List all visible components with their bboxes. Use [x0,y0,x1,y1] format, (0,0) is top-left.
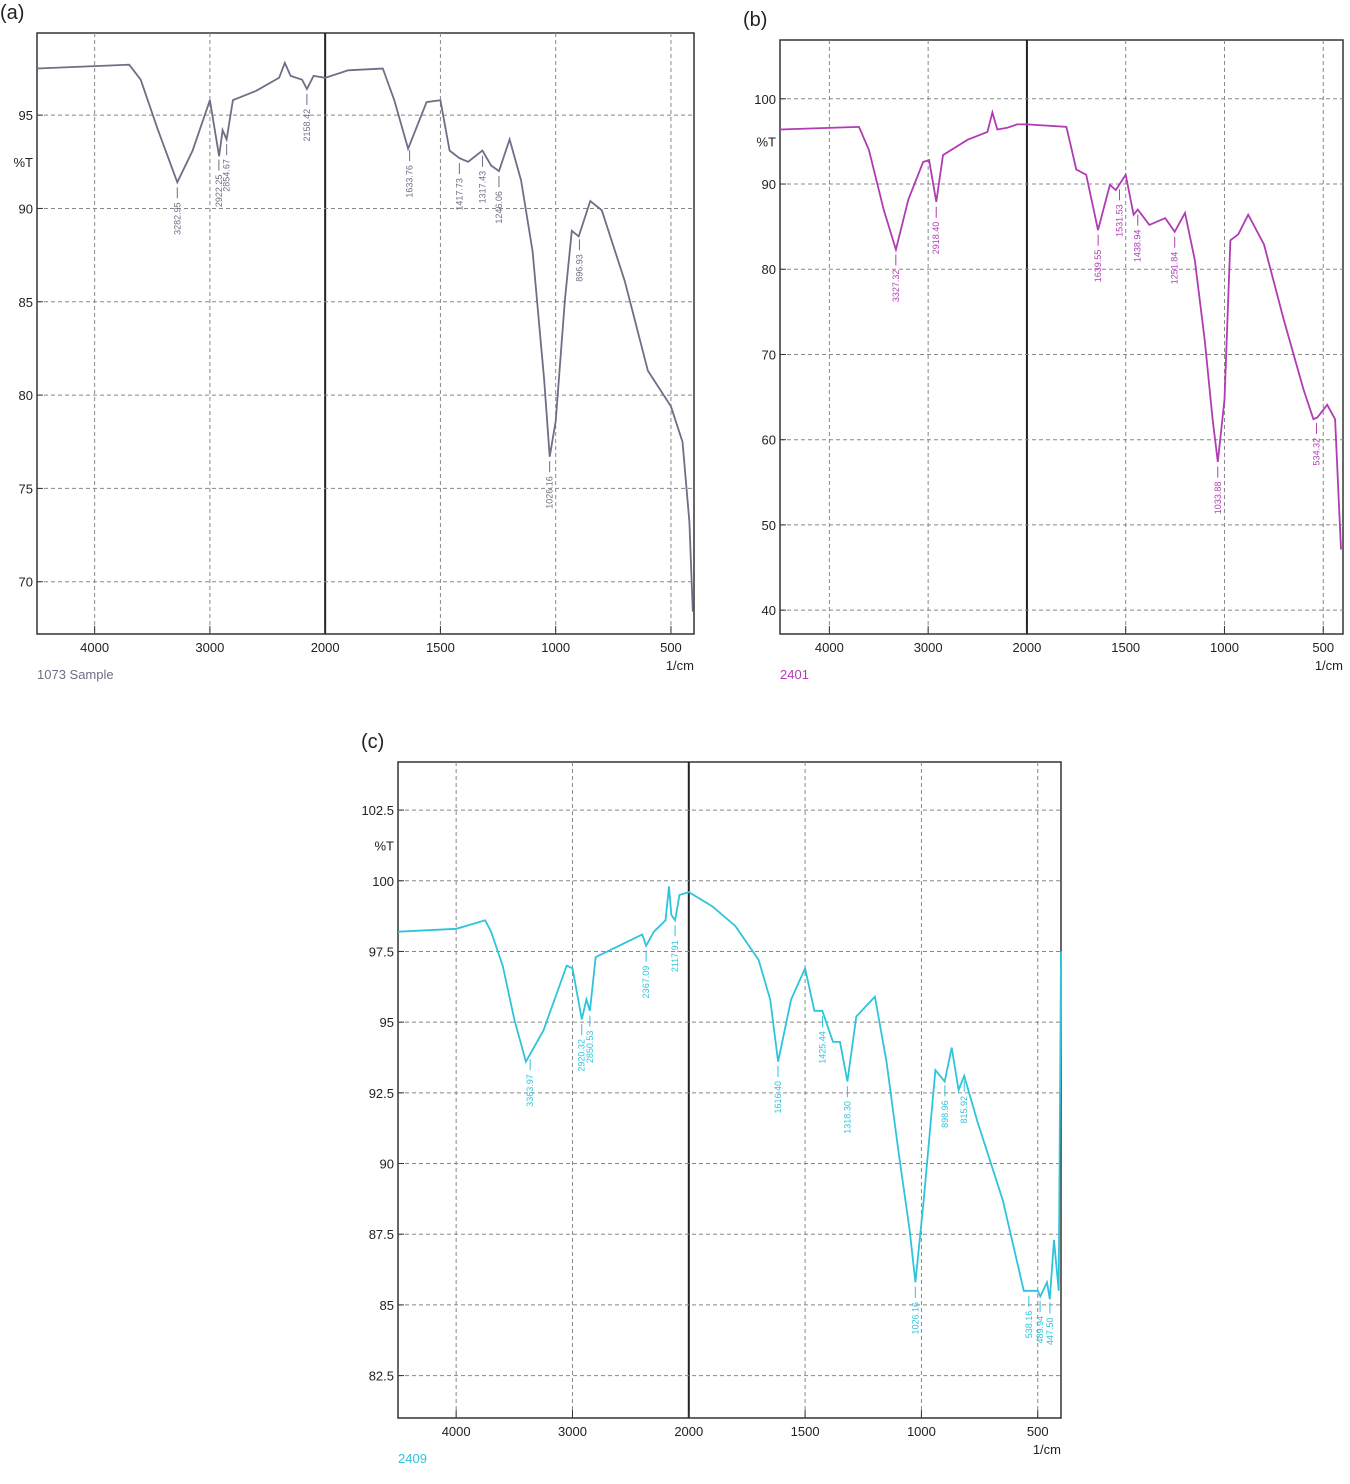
legend-label: 2409 [398,1451,427,1466]
y-tick-label: 70 [19,575,33,590]
plot-frame [397,761,1062,1419]
peak-label: 489.94 [1035,1316,1045,1344]
peak-label: 2918.40 [931,222,941,255]
x-tick-label: 4000 [815,640,844,655]
y-tick-label: 87.5 [369,1227,394,1242]
y-tick-label: 80 [19,388,33,403]
spectrum-line [779,108,1342,550]
spectrum-line [36,60,694,612]
x-axis-label: 1/cm [1033,1442,1061,1457]
peak-label: 3282.95 [172,202,182,235]
x-tick-label: 500 [660,640,682,655]
peak-label: 1246.06 [494,191,504,224]
x-tick-label: 1500 [426,640,455,655]
peak-label: 1033.88 [1213,482,1223,515]
y-tick-label: 97.5 [369,944,394,959]
y-tick-label: 95 [380,1015,394,1030]
y-tick-label: 50 [762,518,776,533]
x-tick-label: 4000 [442,1424,471,1439]
x-tick-label: 1500 [1111,640,1140,655]
y-tick-label: 90 [19,201,33,216]
y-axis-label: %T [757,134,777,149]
x-tick-label: 4000 [80,640,109,655]
y-tick-label: 40 [762,603,776,618]
panel: (a) 4000 3000 2000 1500 1000 500 70 75 80 85 90 95 %T… [0,2,695,682]
x-tick-label: 3000 [195,640,224,655]
x-tick-label: 2000 [1012,640,1041,655]
y-tick-label: 102.5 [361,803,394,818]
peak-label: 538.16 [1024,1311,1034,1339]
peak-label: 1318.30 [842,1101,852,1134]
y-tick-label: 85 [19,295,33,310]
x-tick-label: 2000 [674,1424,703,1439]
y-tick-label: 60 [762,433,776,448]
peak-label: 1026.16 [910,1302,920,1335]
peak-label: 2367.09 [641,966,651,999]
peak-label: 534.32 [1311,438,1321,466]
panel-label: (a) [0,2,24,24]
y-tick-label: 100 [754,92,776,107]
peak-label: 3363.97 [525,1074,535,1107]
y-tick-label: 95 [19,108,33,123]
peak-label: 3327.32 [891,270,901,303]
peak-label: 1616.40 [773,1081,783,1114]
peak-label: 1317.43 [478,171,488,204]
plot-frame [36,32,695,635]
y-tick-label: 80 [762,262,776,277]
panel-label: (b) [743,9,767,31]
y-tick-label: 85 [380,1298,394,1313]
y-tick-label: 90 [380,1157,394,1172]
y-tick-label: 92.5 [369,1086,394,1101]
peak-label: 447.50 [1045,1318,1055,1346]
peak-label: 2922.25 [214,175,224,208]
y-axis-label: %T [14,155,34,170]
panel: (b) 4000 3000 2000 1500 1000 500 40 50 60 70 80 90 10… [743,9,1344,682]
x-tick-label: 1500 [791,1424,820,1439]
peak-label: 815.92 [959,1096,969,1124]
x-tick-label: 1000 [1210,640,1239,655]
spectrum-line [397,886,1062,1300]
peak-label: 2920.32 [577,1039,587,1072]
peak-label: 2854.67 [222,159,232,192]
peak-label: 898.96 [940,1100,950,1128]
peak-label: 2158.42 [302,109,312,142]
y-axis-label: %T [375,838,395,853]
y-tick-label: 70 [762,347,776,362]
x-axis-label: 1/cm [1315,658,1343,673]
y-tick-label: 82.5 [369,1369,394,1384]
panel: (c) 4000 3000 2000 1500 1000 500 82.5 85 87.5 90 92… [361,731,1062,1466]
x-tick-label: 1000 [541,640,570,655]
x-tick-label: 1000 [907,1424,936,1439]
peak-label: 2117.91 [670,940,680,972]
y-tick-label: 75 [19,481,33,496]
x-tick-label: 500 [1312,640,1334,655]
plot-frame [779,39,1344,635]
peak-label: 1026.16 [545,476,555,509]
peak-label: 1425.44 [817,1031,827,1064]
peak-label: 1438.94 [1133,230,1143,263]
y-tick-label: 100 [372,874,394,889]
y-tick-label: 90 [762,177,776,192]
peak-label: 1531.53 [1114,204,1124,237]
legend-label: 2401 [780,667,809,682]
x-tick-label: 3000 [558,1424,587,1439]
peak-label: 1633.76 [405,165,415,198]
peak-label: 1417.73 [454,178,464,211]
peak-label: 2850.53 [585,1031,595,1064]
peak-label: 896.93 [574,254,584,282]
x-tick-label: 3000 [914,640,943,655]
x-tick-label: 2000 [311,640,340,655]
x-axis-label: 1/cm [666,658,694,673]
legend-label: 1073 Sample [37,667,114,682]
peak-label: 1639.55 [1093,250,1103,283]
peak-label: 1251.84 [1170,252,1180,285]
panel-label: (c) [361,731,384,753]
x-tick-label: 500 [1027,1424,1049,1439]
